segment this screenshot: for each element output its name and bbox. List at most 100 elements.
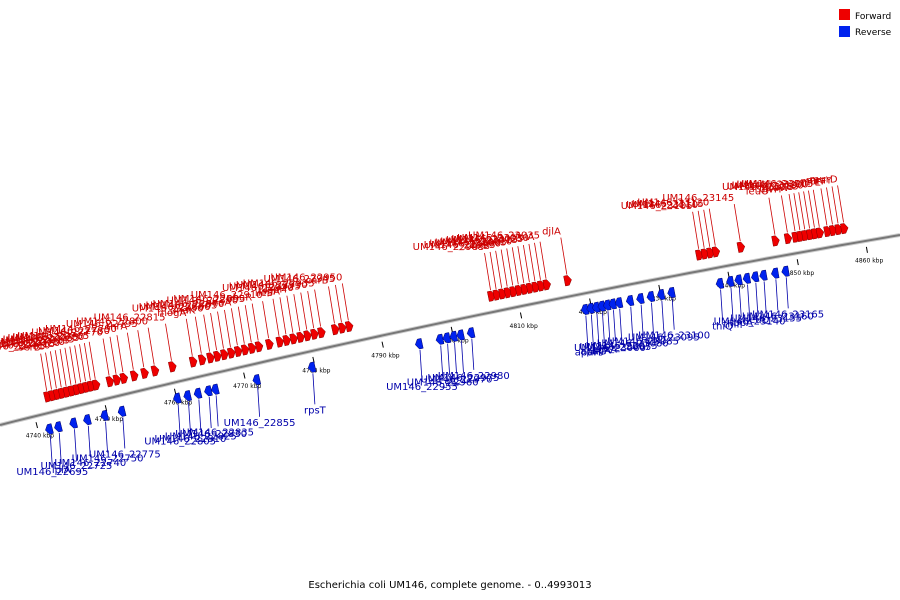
reverse-gene-arrow[interactable] (100, 409, 110, 421)
forward-gene-arrow[interactable] (563, 275, 572, 287)
forward-gene-arrow[interactable] (282, 334, 291, 347)
reverse-gene-arrow[interactable] (734, 274, 743, 286)
reverse-gene-arrow[interactable] (252, 373, 262, 386)
reverse-gene-arrow[interactable] (726, 275, 735, 287)
forward-gene-arrow[interactable] (112, 374, 122, 386)
reverse-gene-leader (755, 282, 759, 314)
reverse-gene-arrow[interactable] (456, 329, 465, 341)
reverse-gene-arrow[interactable] (54, 421, 63, 433)
forward-gene-leader (793, 193, 801, 231)
forward-gene-arrow[interactable] (167, 361, 177, 373)
forward-gene-arrow[interactable] (317, 327, 326, 339)
forward-gene-arrow[interactable] (206, 352, 215, 364)
forward-gene-arrow[interactable] (197, 354, 207, 366)
forward-gene-leader (328, 286, 335, 324)
reverse-gene-label: apaG (580, 346, 606, 357)
reverse-gene-arrow[interactable] (435, 333, 445, 345)
forward-gene-arrow[interactable] (240, 344, 250, 356)
forward-gene-arrow[interactable] (220, 349, 229, 361)
forward-gene-arrow[interactable] (337, 322, 347, 334)
reverse-gene-arrow[interactable] (183, 389, 193, 402)
reverse-gene-arrow[interactable] (625, 294, 635, 307)
forward-gene-label: carB (306, 275, 329, 286)
forward-gene-arrow[interactable] (212, 350, 222, 362)
forward-gene-leader (262, 301, 269, 339)
forward-gene-arrow[interactable] (233, 345, 243, 358)
forward-gene-arrow[interactable] (330, 324, 340, 336)
forward-gene-arrow[interactable] (275, 336, 285, 348)
reverse-gene-arrow[interactable] (742, 272, 752, 284)
forward-gene-arrow[interactable] (296, 331, 305, 344)
forward-gene-label: UM146_23025 (452, 234, 524, 245)
reverse-gene-arrow[interactable] (751, 271, 760, 283)
forward-gene-arrow[interactable] (254, 341, 264, 353)
forward-gene-arrow[interactable] (119, 372, 129, 384)
forward-gene-leader (780, 195, 788, 233)
forward-gene-arrow[interactable] (226, 347, 236, 359)
forward-gene-leader (203, 314, 211, 352)
reverse-gene-arrow[interactable] (636, 292, 645, 305)
forward-gene-arrow[interactable] (783, 233, 793, 245)
reverse-gene-arrow[interactable] (193, 387, 203, 399)
forward-gene-leader (88, 341, 96, 379)
reverse-gene-arrow[interactable] (646, 290, 656, 303)
forward-gene-arrow[interactable] (91, 379, 101, 391)
forward-gene-arrow[interactable] (247, 342, 257, 355)
tick-label: 4850 kbp (786, 270, 814, 277)
reverse-gene-leader (640, 304, 644, 336)
forward-gene-leader (147, 327, 155, 365)
forward-gene-label: UM146_22765 (17, 331, 89, 342)
forward-gene-leader (798, 192, 806, 230)
reverse-gene-arrow[interactable] (204, 385, 213, 397)
forward-gene-arrow[interactable] (815, 227, 825, 239)
forward-gene-arrow[interactable] (140, 367, 149, 380)
forward-gene-arrow[interactable] (840, 223, 849, 235)
forward-gene-leader (528, 243, 536, 282)
forward-gene-arrow[interactable] (303, 330, 312, 342)
reverse-gene-arrow[interactable] (667, 286, 676, 299)
reverse-gene-arrow[interactable] (715, 277, 725, 289)
forward-gene-arrow[interactable] (150, 365, 160, 377)
forward-gene-arrow[interactable] (105, 376, 115, 388)
forward-gene-label: UM146_23120 (637, 198, 709, 209)
forward-gene-label: mraY (806, 175, 833, 186)
forward-gene-label: UM146_23110 (626, 200, 698, 211)
forward-gene-leader (768, 197, 776, 235)
reverse-gene-arrow[interactable] (173, 392, 182, 404)
reverse-gene-leader (585, 315, 589, 347)
forward-gene-arrow[interactable] (736, 241, 746, 253)
forward-gene-leader (165, 323, 172, 361)
forward-gene-arrow[interactable] (289, 333, 298, 345)
reverse-gene-arrow[interactable] (45, 423, 54, 435)
forward-gene-label: mraW (759, 183, 789, 194)
forward-gene-arrow[interactable] (188, 356, 198, 368)
forward-gene-arrow[interactable] (310, 328, 319, 340)
reverse-gene-arrow[interactable] (307, 361, 317, 373)
forward-gene-arrow[interactable] (711, 246, 721, 258)
reverse-gene-arrow[interactable] (415, 338, 424, 350)
forward-gene-leader (210, 313, 217, 351)
reverse-gene-arrow[interactable] (117, 405, 127, 417)
forward-gene-arrow[interactable] (525, 282, 535, 294)
reverse-gene-arrow[interactable] (466, 327, 476, 339)
reverse-gene-arrow[interactable] (759, 269, 768, 281)
forward-gene-arrow[interactable] (264, 338, 274, 351)
forward-gene-arrow[interactable] (542, 279, 551, 291)
reverse-gene-arrow[interactable] (771, 267, 780, 279)
reverse-gene-arrow[interactable] (657, 288, 666, 301)
reverse-gene-leader (651, 302, 654, 334)
reverse-gene-arrow[interactable] (614, 297, 624, 309)
reverse-gene-label: lplA (52, 465, 71, 476)
reverse-gene-arrow[interactable] (211, 383, 220, 395)
forward-gene-label: UM146_23005 (435, 237, 507, 248)
forward-gene-label: folA (515, 232, 534, 243)
forward-gene-arrow[interactable] (344, 321, 354, 333)
reverse-gene-arrow[interactable] (69, 417, 79, 429)
tick-mark (796, 259, 799, 266)
forward-gene-arrow[interactable] (771, 235, 780, 247)
reverse-gene-arrow[interactable] (781, 265, 790, 277)
reverse-gene-leader (122, 417, 126, 449)
reverse-gene-arrow[interactable] (83, 413, 92, 426)
forward-gene-label: UM146_22945 (264, 274, 336, 285)
forward-gene-arrow[interactable] (129, 370, 139, 382)
